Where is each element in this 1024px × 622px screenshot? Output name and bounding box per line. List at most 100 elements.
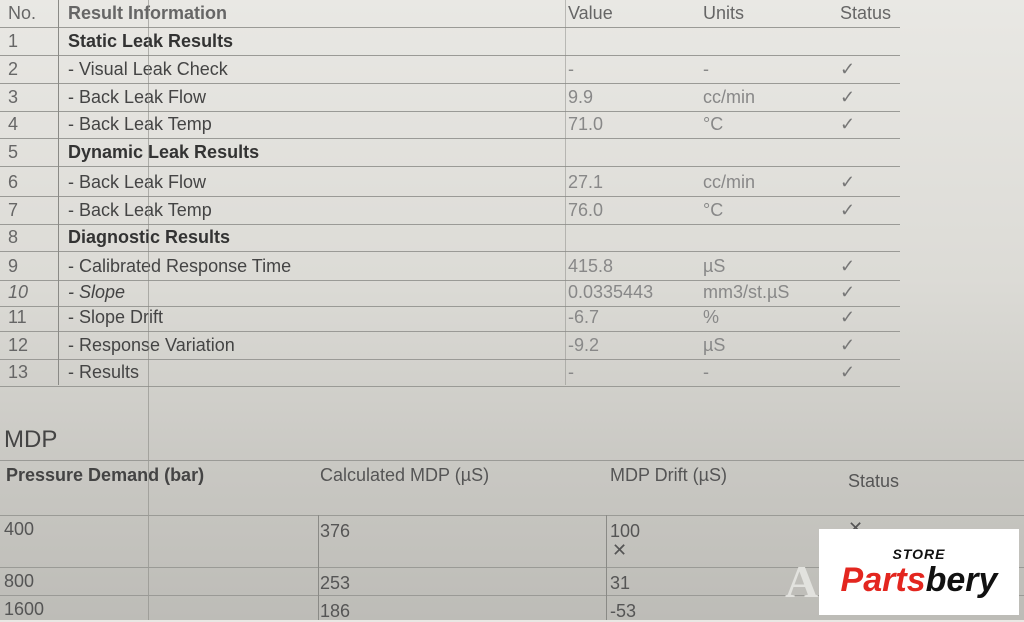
row-value: 9.9	[568, 87, 594, 107]
row-status: ✓	[840, 200, 856, 220]
row-status: ✓	[840, 307, 856, 327]
column-divider	[606, 515, 607, 620]
header-no: No.	[8, 3, 37, 23]
header-info: Result Information	[68, 3, 228, 23]
row-info: - Response Variation	[68, 335, 235, 355]
row-status: ✓	[840, 256, 856, 276]
column-divider	[565, 0, 566, 385]
table-row: 9 - Calibrated Response Time 415.8 µS ✓	[0, 253, 900, 281]
table-row: 7 - Back Leak Temp 76.0 °C ✓	[0, 197, 900, 225]
mdp-header-status: Status	[848, 471, 900, 491]
row-info: Diagnostic Results	[68, 227, 231, 247]
mdp-pressure: 800	[4, 571, 35, 591]
row-info: - Back Leak Flow	[68, 87, 207, 107]
mdp-drift: -53	[610, 601, 637, 621]
partsbery-logo: STORE Partsbery	[819, 529, 1019, 615]
table-header: No. Result Information Value Units Statu…	[0, 0, 900, 28]
mdp-calc: 376	[320, 521, 351, 541]
mdp-drift: 31	[610, 573, 631, 593]
column-divider	[148, 0, 149, 620]
row-info: - Visual Leak Check	[68, 59, 228, 79]
mdp-drift: 100	[610, 521, 641, 541]
row-value: -6.7	[568, 307, 600, 327]
row-info: Dynamic Leak Results	[68, 142, 260, 162]
mdp-header-drift: MDP Drift (µS)	[610, 465, 728, 485]
row-value: -	[568, 362, 574, 382]
row-no: 8	[8, 227, 19, 247]
row-status: ✓	[840, 282, 856, 302]
row-units: -	[703, 362, 709, 382]
mdp-row: 800 253 31	[0, 567, 1024, 596]
table-row: 1 Static Leak Results	[0, 28, 900, 56]
row-no: 12	[8, 335, 29, 355]
table-row: 11 - Slope Drift -6.7% ✓	[0, 304, 900, 332]
table-row: 4 - Back Leak Temp 71.0 °C ✓	[0, 111, 900, 139]
row-info: - Back Leak Flow	[68, 172, 207, 192]
row-info: - Calibrated Response Time	[68, 256, 292, 276]
mdp-calc: 253	[320, 573, 351, 593]
mdp-header-calc: Calculated MDP (µS)	[320, 465, 490, 485]
row-units: µS	[703, 335, 726, 355]
row-no: 2	[8, 59, 19, 79]
mdp-pressure: 400	[4, 519, 35, 539]
mdp-calc: 186	[320, 601, 351, 621]
row-info: - Slope Drift	[68, 307, 164, 327]
row-value: -9.2	[568, 335, 600, 355]
row-info: - Back Leak Temp	[68, 114, 212, 134]
table-row: 8 Diagnostic Results	[0, 224, 900, 252]
row-no: 7	[8, 200, 19, 220]
logo-brand-a: Parts	[840, 561, 926, 599]
header-status: Status	[840, 3, 892, 23]
row-units: -	[703, 59, 709, 79]
column-divider	[318, 515, 319, 620]
table-row: 5 Dynamic Leak Results	[0, 139, 900, 167]
row-value: 76.0	[568, 200, 604, 220]
table-row: 3 - Back Leak Flow 9.9 cc/min ✓	[0, 84, 900, 112]
row-status: ✓	[840, 172, 856, 192]
header-value: Value	[568, 3, 613, 23]
row-value: 415.8	[568, 256, 614, 276]
row-units: °C	[703, 200, 724, 220]
row-no: 4	[8, 114, 19, 134]
row-units: %	[703, 307, 720, 327]
row-value: -	[568, 59, 574, 79]
mdp-title: MDP	[4, 426, 58, 453]
logo-brand-b: bery	[925, 561, 998, 599]
logo-store: STORE	[892, 546, 946, 562]
row-status: ✓	[840, 114, 856, 134]
column-divider	[58, 0, 59, 385]
row-no: 13	[8, 362, 29, 382]
table-row: 12 - Response Variation -9.2 µS ✓	[0, 332, 900, 360]
row-no: 3	[8, 87, 19, 107]
row-info: Static Leak Results	[68, 31, 234, 51]
table-row: 10 - Slope 0.0335443 mm3/st.µS ✓	[0, 279, 900, 307]
header-units: Units	[703, 3, 745, 23]
row-info: - Back Leak Temp	[68, 200, 212, 220]
row-no: 11	[8, 307, 27, 327]
mdp-mark: ✕	[612, 540, 628, 560]
table-row: 6 - Back Leak Flow 27.1 cc/min ✓	[0, 169, 900, 197]
row-units: cc/min	[703, 172, 756, 192]
row-info: - Results	[68, 362, 140, 382]
row-no: 10	[8, 282, 29, 302]
row-no: 9	[8, 256, 19, 276]
row-units: cc/min	[703, 87, 756, 107]
row-status: ✓	[840, 362, 856, 382]
row-value: 27.1	[568, 172, 604, 192]
row-units: mm3/st.µS	[703, 282, 790, 302]
row-no: 5	[8, 142, 19, 162]
row-value: 71.0	[568, 114, 604, 134]
mdp-header: Pressure Demand (bar) Calculated MDP (µS…	[0, 460, 1024, 516]
mdp-header-pressure: Pressure Demand (bar)	[6, 465, 205, 485]
table-row: 13 - Results - - ✓	[0, 359, 900, 387]
row-units: µS	[703, 256, 726, 276]
logo-brand: Partsbery	[841, 562, 998, 598]
watermark: A	[785, 556, 819, 607]
row-no: 1	[8, 31, 19, 51]
mdp-pressure: 1600	[4, 599, 45, 619]
row-info: - Slope	[68, 282, 126, 302]
row-status: ✓	[840, 59, 856, 79]
row-units: °C	[703, 114, 724, 134]
mdp-row: 1600 186 -53	[0, 595, 1024, 621]
row-status: ✓	[840, 87, 856, 107]
